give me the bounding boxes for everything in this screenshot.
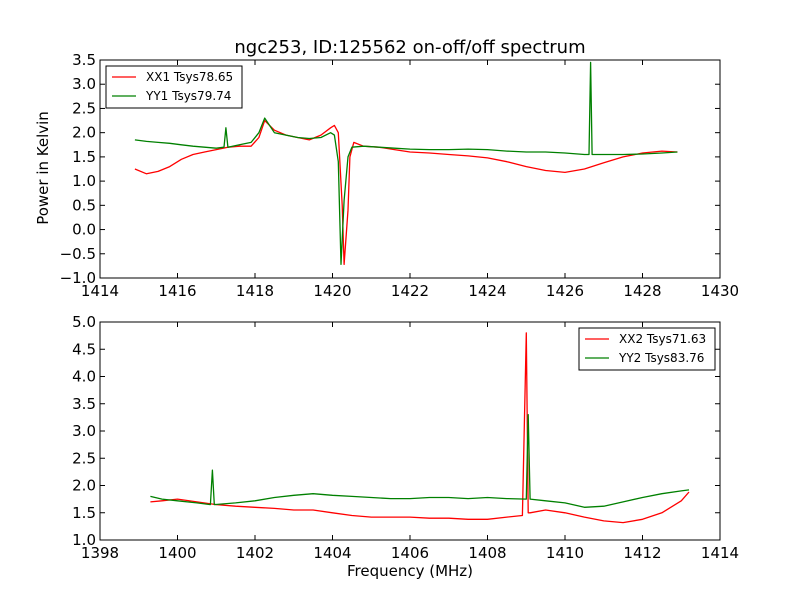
y-tick-label: 3.5 xyxy=(72,51,96,69)
x-tick-label: 1430 xyxy=(701,282,739,300)
y-tick-label: 3.0 xyxy=(72,422,96,440)
x-tick-label: 1416 xyxy=(158,282,196,300)
x-tick-label: 1404 xyxy=(313,544,351,562)
series-line-1-1 xyxy=(134,119,678,266)
x-axis-label: Frequency (MHz) xyxy=(347,562,473,580)
x-tick-label: 1420 xyxy=(313,282,351,300)
legend-box xyxy=(105,65,243,109)
x-tick-label: 1408 xyxy=(468,544,506,562)
y-tick-label: 2.0 xyxy=(72,124,96,142)
y-tick-label: 2.0 xyxy=(72,477,96,495)
x-tick-label: 1410 xyxy=(546,544,584,562)
x-tick-label: 1412 xyxy=(623,544,661,562)
x-tick-label: 1426 xyxy=(546,282,584,300)
plot-panels: 1414 1416 1418 1420 1422 1424 1426 1428 1430 −1.0… xyxy=(60,51,740,562)
legend-box xyxy=(578,327,716,371)
legend-label: XX1 Tsys78.65 xyxy=(146,70,233,84)
y-tick-label: 1.0 xyxy=(72,172,96,190)
x-tick-label: 1428 xyxy=(623,282,661,300)
y-tick-label: 3.5 xyxy=(72,395,96,413)
legend-label: YY2 Tsys83.76 xyxy=(618,351,704,365)
legend: XX2 Tsys71.63 YY2 Tsys83.76 xyxy=(578,327,716,371)
series-group xyxy=(134,61,678,266)
y-tick-label: 0.5 xyxy=(72,196,96,214)
y-tick-label: 4.0 xyxy=(72,368,96,386)
y-tick-label: 1.0 xyxy=(72,531,96,549)
plot-panel-1: 1414 1416 1418 1420 1422 1424 1426 1428 1430 −1.0… xyxy=(60,51,740,300)
x-tick-label: 1406 xyxy=(391,544,429,562)
x-tick-label: 1400 xyxy=(158,544,196,562)
y-tick-label: 1.5 xyxy=(72,504,96,522)
y-tick-label: 2.5 xyxy=(72,99,96,117)
series-group xyxy=(150,332,690,524)
legend-label: XX2 Tsys71.63 xyxy=(619,332,706,346)
legend-label: YY1 Tsys79.74 xyxy=(145,89,231,103)
y-tick-label: −0.5 xyxy=(60,245,96,263)
figure-title: ngc253, ID:125562 on-off/off spectrum xyxy=(234,37,585,58)
y-tick-label: 2.5 xyxy=(72,449,96,467)
x-tick-label: 1418 xyxy=(236,282,274,300)
x-tick-label: 1424 xyxy=(468,282,506,300)
x-tick-label: 1422 xyxy=(391,282,429,300)
series-line-2-1 xyxy=(150,332,690,524)
x-tick-label: 1414 xyxy=(701,544,739,562)
y-tick-label: 1.5 xyxy=(72,148,96,166)
y-tick-label: 5.0 xyxy=(72,313,96,331)
y-tick-label: 4.5 xyxy=(72,340,96,358)
x-tick-label: 1398 xyxy=(81,544,119,562)
x-tick-label: 1402 xyxy=(236,544,274,562)
y-axis-label: Power in Kelvin xyxy=(34,111,52,225)
x-tick-label: 1414 xyxy=(81,282,119,300)
y-tick-label: −1.0 xyxy=(60,269,96,287)
legend: XX1 Tsys78.65 YY1 Tsys79.74 xyxy=(105,65,243,109)
series-line-2-2 xyxy=(150,413,690,508)
y-tick-label: 3.0 xyxy=(72,75,96,93)
plot-panel-2: 1398 1400 1402 1404 1406 1408 1410 1412 1414 1.0 1… xyxy=(72,313,739,562)
y-tick-label: 0.0 xyxy=(72,221,96,239)
series-line-1-2 xyxy=(134,61,678,266)
